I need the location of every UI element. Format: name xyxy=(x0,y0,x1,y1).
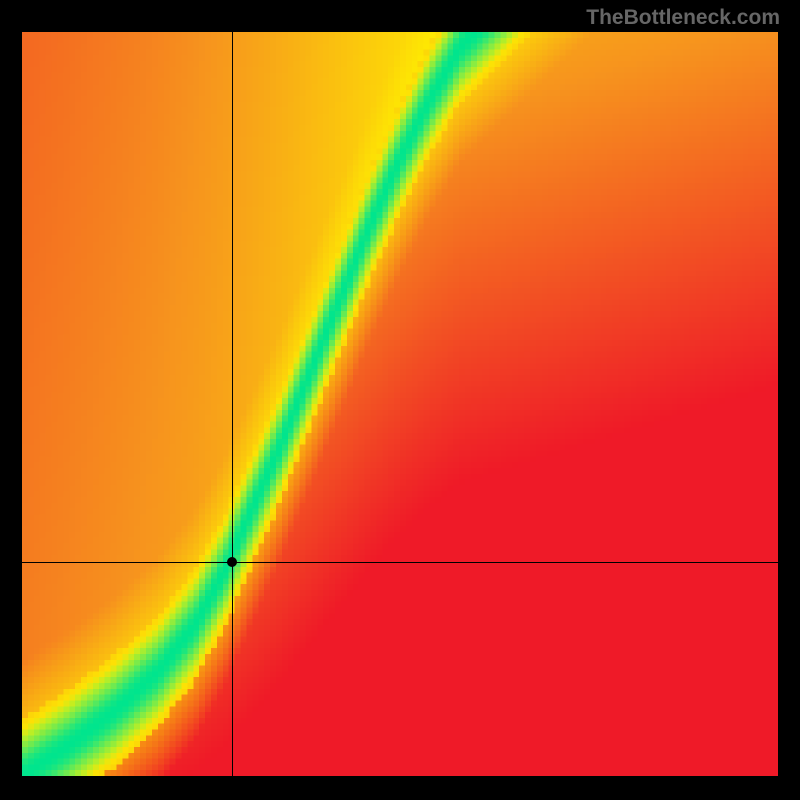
crosshair-horizontal xyxy=(22,562,778,563)
figure-frame: TheBottleneck.com xyxy=(0,0,800,800)
crosshair-vertical xyxy=(232,32,233,776)
selected-point-marker xyxy=(227,557,237,567)
watermark-text: TheBottleneck.com xyxy=(586,6,780,30)
plot-area xyxy=(22,32,778,776)
bottleneck-heatmap xyxy=(22,32,778,776)
